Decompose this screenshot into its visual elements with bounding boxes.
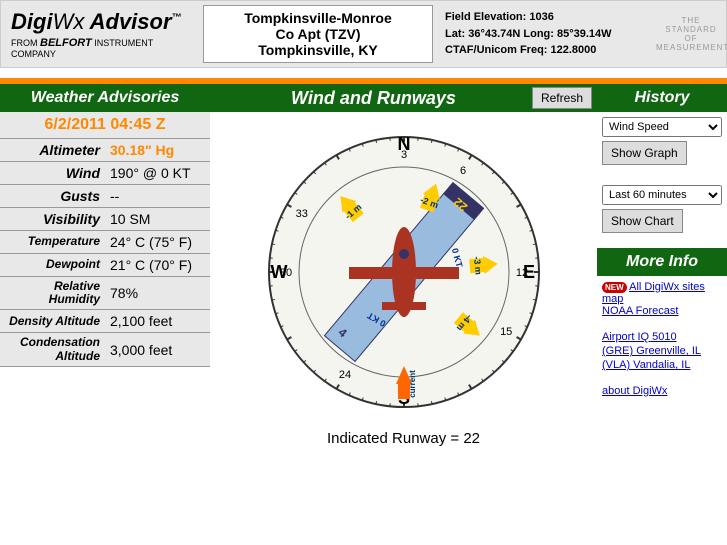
advisories-header: Weather Advisories — [0, 84, 210, 112]
link-noaa[interactable]: NOAA Forecast — [602, 305, 722, 317]
wind-runways-header: Wind and Runways Refresh — [210, 84, 597, 112]
lat-long: Lat: 36°43.74N Long: 85°39.14W — [445, 26, 646, 43]
time-range-dropdown[interactable]: Last 60 minutes — [602, 185, 722, 205]
airport-info: Tompkinsville-Monroe Co Apt (TZV) Tompki… — [203, 5, 433, 63]
history-header: History — [597, 84, 727, 112]
svg-text:N: N — [397, 134, 410, 154]
indicated-runway: Indicated Runway = 22 — [220, 430, 587, 447]
header: DigiWx Advisor™ FROM BELFORT INSTRUMENT … — [0, 0, 727, 68]
show-chart-button[interactable]: Show Chart — [602, 209, 683, 233]
row-value: 190° @ 0 KT — [105, 162, 210, 185]
row-label: Altimeter — [0, 139, 105, 162]
row-label: Condensation Altitude — [0, 333, 105, 366]
data-row: Altimeter30.18" Hg — [0, 139, 210, 162]
show-graph-button[interactable]: Show Graph — [602, 141, 687, 165]
svg-text:15: 15 — [500, 326, 512, 338]
compass-diagram: 36121521243033 22 4 N E S W — [254, 122, 554, 422]
airport-line3: Tompkinsville, KY — [214, 42, 422, 58]
logo-from: FROM — [11, 38, 40, 48]
logo-company: BELFORT — [40, 37, 92, 49]
data-row: Density Altitude2,100 feet — [0, 310, 210, 333]
data-row: Gusts-- — [0, 185, 210, 208]
middle-column: Wind and Runways Refresh 36121521243033 … — [210, 84, 597, 457]
svg-text:W: W — [270, 262, 287, 282]
row-value: 3,000 feet — [105, 333, 210, 366]
link-about[interactable]: about DigiWx — [602, 385, 722, 397]
link-airport-iq[interactable]: Airport IQ 5010 — [602, 331, 722, 343]
data-row: Condensation Altitude3,000 feet — [0, 333, 210, 366]
data-row: Wind190° @ 0 KT — [0, 162, 210, 185]
history-controls: Wind Speed Show Graph Last 60 minutes Sh… — [597, 112, 727, 248]
compass-area: 36121521243033 22 4 N E S W — [210, 112, 597, 457]
airport-line2: Co Apt (TZV) — [214, 26, 422, 42]
svg-text:E: E — [522, 262, 534, 282]
weather-data-table: Altimeter30.18" HgWind190° @ 0 KTGusts--… — [0, 139, 210, 367]
row-value: 2,100 feet — [105, 310, 210, 333]
row-value: 30.18" Hg — [105, 139, 210, 162]
std2: STANDARD — [656, 25, 726, 34]
std3: OF — [656, 34, 726, 43]
row-value: -- — [105, 185, 210, 208]
data-row: Dewpoint21° C (70° F) — [0, 254, 210, 277]
left-column: Weather Advisories 6/2/2011 04:45 Z Alti… — [0, 84, 210, 457]
row-value: 24° C (75° F) — [105, 231, 210, 254]
tm-mark: ™ — [172, 13, 182, 24]
links-area: NEW All DigiWx sites map NOAA Forecast A… — [597, 276, 727, 404]
moreinfo-header: More Info — [597, 248, 727, 276]
row-label: Relative Humidity — [0, 277, 105, 310]
field-info: Field Elevation: 1036 Lat: 36°43.74N Lon… — [435, 5, 656, 63]
row-label: Visibility — [0, 208, 105, 231]
logo-subtitle: FROM BELFORT INSTRUMENT COMPANY — [11, 37, 191, 59]
airport-line1: Tompkinsville-Monroe — [214, 10, 422, 26]
logo: DigiWx Advisor™ FROM BELFORT INSTRUMENT … — [1, 4, 201, 64]
row-value: 78% — [105, 277, 210, 310]
svg-text:33: 33 — [295, 208, 307, 220]
standard-tag: THE STANDARD OF MEASUREMENT — [656, 16, 726, 52]
wind-speed-dropdown[interactable]: Wind Speed — [602, 117, 722, 137]
std4: MEASUREMENT — [656, 43, 726, 52]
data-row: Visibility10 SM — [0, 208, 210, 231]
std1: THE — [656, 16, 726, 25]
wind-title: Wind and Runways — [215, 88, 532, 109]
logo-main: DigiWx Advisor™ — [11, 9, 191, 35]
refresh-button[interactable]: Refresh — [532, 87, 592, 109]
svg-text:current: current — [408, 370, 417, 398]
data-row: Relative Humidity78% — [0, 277, 210, 310]
row-label: Wind — [0, 162, 105, 185]
logo-text-2: Wx — [53, 9, 85, 34]
link-vla[interactable]: (VLA) Vandalia, IL — [602, 359, 722, 371]
timestamp: 6/2/2011 04:45 Z — [0, 112, 210, 139]
row-label: Temperature — [0, 231, 105, 254]
row-label: Density Altitude — [0, 310, 105, 333]
svg-text:-3 m: -3 m — [471, 256, 483, 275]
link-row-new: NEW All DigiWx sites map — [602, 281, 722, 305]
logo-text-1: Digi — [11, 9, 53, 34]
row-value: 21° C (70° F) — [105, 254, 210, 277]
svg-text:6: 6 — [459, 165, 465, 177]
link-gre[interactable]: (GRE) Greenville, IL — [602, 345, 722, 357]
row-label: Gusts — [0, 185, 105, 208]
right-column: History Wind Speed Show Graph Last 60 mi… — [597, 84, 727, 457]
ctaf-freq: CTAF/Unicom Freq: 122.8000 — [445, 42, 646, 59]
field-elevation: Field Elevation: 1036 — [445, 9, 646, 26]
new-badge-icon: NEW — [602, 282, 627, 293]
data-row: Temperature24° C (75° F) — [0, 231, 210, 254]
row-label: Dewpoint — [0, 254, 105, 277]
logo-text-3: Advisor — [84, 9, 171, 34]
svg-text:24: 24 — [338, 369, 350, 381]
row-value: 10 SM — [105, 208, 210, 231]
